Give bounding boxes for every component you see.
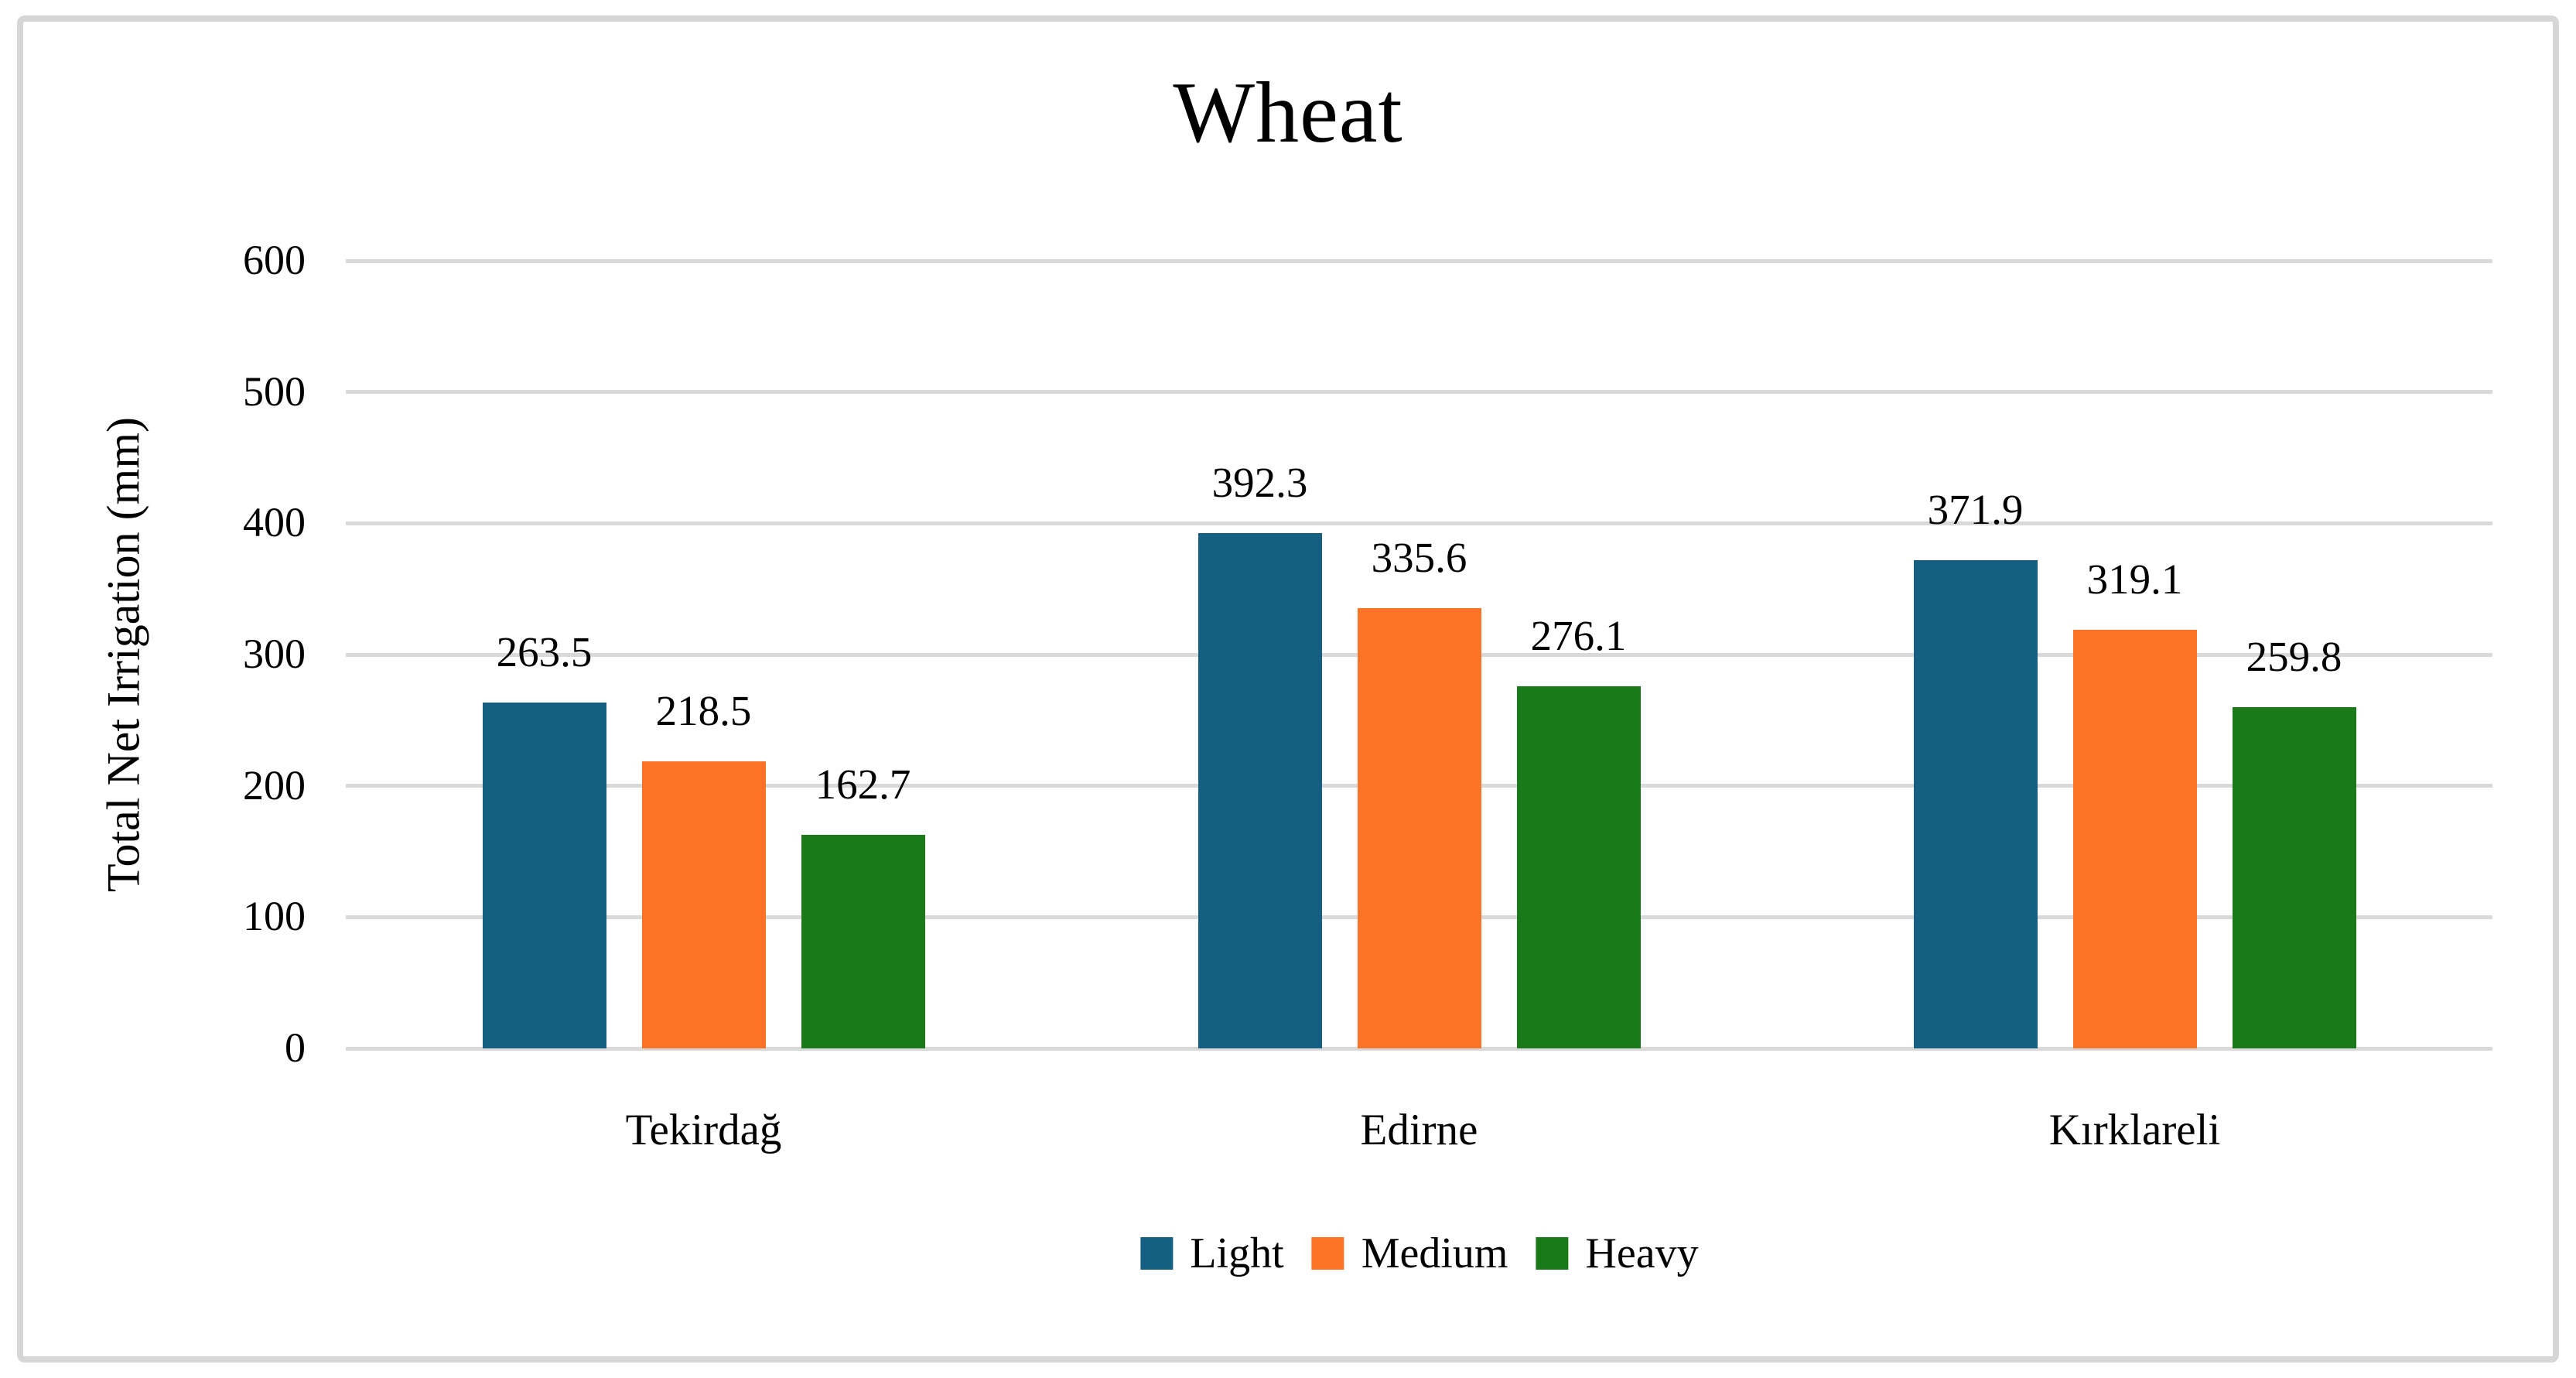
category-label-edirne: Edirne: [1360, 1106, 1478, 1154]
gridline-500: [346, 390, 2492, 395]
y-tick-label-200: 200: [243, 761, 306, 809]
gridline-400: [346, 521, 2492, 525]
y-tick-label-500: 500: [243, 368, 306, 415]
y-tick-label-100: 100: [243, 893, 306, 940]
y-tick-label-600: 600: [243, 237, 306, 283]
legend-label-heavy: Heavy: [1585, 1229, 1699, 1277]
data-label-heavy-tekirdag: 162.7: [815, 760, 911, 808]
bar-heavy-kirklareli: [2232, 707, 2356, 1048]
y-tick-label-0: 0: [285, 1024, 306, 1071]
gridline-0: [346, 1046, 2492, 1051]
bar-light-kirklareli: [1913, 560, 2038, 1048]
bar-heavy-tekirdag: [801, 834, 925, 1048]
bar-light-tekirdag: [482, 702, 606, 1048]
bar-light-edirne: [1197, 533, 1322, 1048]
bar-medium-tekirdag: [641, 761, 766, 1048]
legend-item-light: Light: [1140, 1229, 1284, 1277]
category-label-kirklareli: Kırklareli: [2048, 1106, 2221, 1154]
category-label-tekirdag: Tekirdağ: [625, 1106, 782, 1154]
chart-title: Wheat: [1173, 65, 1403, 161]
data-label-light-tekirdag: 263.5: [496, 627, 593, 675]
legend-label-medium: Medium: [1361, 1229, 1508, 1277]
data-label-heavy-kirklareli: 259.8: [2246, 633, 2342, 681]
y-tick-label-300: 300: [243, 631, 306, 677]
bar-heavy-edirne: [1516, 686, 1641, 1048]
data-label-light-edirne: 392.3: [1211, 459, 1308, 507]
legend-item-heavy: Heavy: [1536, 1229, 1699, 1277]
data-label-medium-tekirdag: 218.5: [655, 687, 752, 735]
legend-label-light: Light: [1190, 1229, 1284, 1277]
bar-medium-kirklareli: [2072, 629, 2197, 1048]
legend-swatch-medium-icon: [1311, 1237, 1344, 1270]
gridline-600: [346, 258, 2492, 263]
data-label-light-kirklareli: 371.9: [1927, 486, 2024, 534]
data-label-medium-kirklareli: 319.1: [2086, 555, 2183, 603]
data-label-heavy-edirne: 276.1: [1530, 611, 1627, 659]
legend-swatch-heavy-icon: [1536, 1237, 1569, 1270]
legend: Light Medium Heavy: [1140, 1229, 1699, 1277]
y-tick-label-400: 400: [243, 499, 306, 546]
bar-medium-edirne: [1357, 607, 1481, 1048]
legend-swatch-light-icon: [1140, 1237, 1174, 1270]
legend-item-medium: Medium: [1311, 1229, 1508, 1277]
data-label-medium-edirne: 335.6: [1371, 533, 1467, 581]
plot-area: 263.5 218.5 162.7 392.3 335.6 276.1 371.9 319.1…: [346, 261, 2492, 1048]
